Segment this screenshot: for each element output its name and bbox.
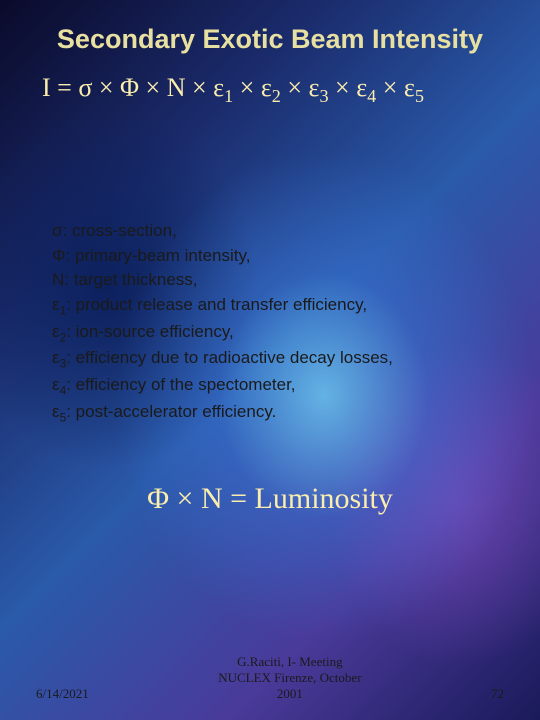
eq-sep: × [185,73,213,102]
def-e2: ε2: ion-source efficiency, [52,320,512,347]
eq-e4: ε4 [356,73,376,102]
def-n: N: target thickness, [52,268,512,293]
def-text: efficiency due to radioactive decay loss… [76,348,393,367]
def-sub: 2 [60,330,67,344]
eq-n: N [167,73,186,102]
def-text: post-accelerator efficiency. [76,402,277,421]
eq-sep: × [376,73,404,102]
def-sub: 4 [60,383,67,397]
eq-e1: ε1 [213,73,233,102]
def-e1: ε1: product release and transfer efficie… [52,293,512,320]
def-text: product release and transfer efficiency, [76,295,367,314]
footer-line1: G.Raciti, I- Meeting [237,654,342,669]
def-sub: 1 [60,304,67,318]
definitions-list: σ: cross-section, Φ: primary-beam intens… [52,219,512,426]
eq-sep: × [233,73,261,102]
luminosity-equation: Φ × N = Luminosity [28,482,512,516]
def-text: efficiency of the spectometer, [76,375,296,394]
def-symbol: ε [52,402,60,421]
footer-page: 72 [491,686,504,702]
eq-sep: × [92,73,120,102]
footer-date: 6/14/2021 [36,686,89,702]
eq-e2: ε2 [261,73,281,102]
def-phi: Φ: primary-beam intensity, [52,244,512,269]
def-symbol: σ [52,221,63,240]
def-text: primary-beam intensity, [75,246,250,265]
eq-phi: Φ [120,73,139,102]
def-symbol: Φ [52,246,66,265]
footer-line2: NUCLEX Firenze, October [218,670,361,685]
def-text: cross-section, [72,221,177,240]
footer-line3: 2001 [277,686,303,701]
footer: 6/14/2021 G.Raciti, I- Meeting NUCLEX Fi… [0,654,540,702]
intensity-equation: I = σ × Φ × N × ε1 × ε2 × ε3 × ε4 × ε5 [42,73,512,107]
def-sub: 5 [60,410,67,424]
def-e3: ε3: efficiency due to radioactive decay … [52,346,512,373]
footer-center: G.Raciti, I- Meeting NUCLEX Firenze, Oct… [89,654,491,702]
def-symbol: ε [52,375,60,394]
eq-sep: × [281,73,309,102]
def-text: target thickness, [74,270,198,289]
def-e5: ε5: post-accelerator efficiency. [52,400,512,427]
slide: Secondary Exotic Beam Intensity I = σ × … [0,0,540,720]
def-sub: 3 [60,357,67,371]
eq-lhs: I = [42,73,78,102]
eq-sigma: σ [78,73,92,102]
def-e4: ε4: efficiency of the spectometer, [52,373,512,400]
def-sigma: σ: cross-section, [52,219,512,244]
def-symbol: ε [52,348,60,367]
def-symbol: N [52,270,64,289]
def-symbol: ε [52,295,60,314]
def-text: ion-source efficiency, [76,322,234,341]
eq-sep: × [139,73,167,102]
def-symbol: ε [52,322,60,341]
eq-e5: ε5 [404,73,424,102]
eq-sep: × [329,73,357,102]
eq-e3: ε3 [309,73,329,102]
page-title: Secondary Exotic Beam Intensity [28,24,512,55]
